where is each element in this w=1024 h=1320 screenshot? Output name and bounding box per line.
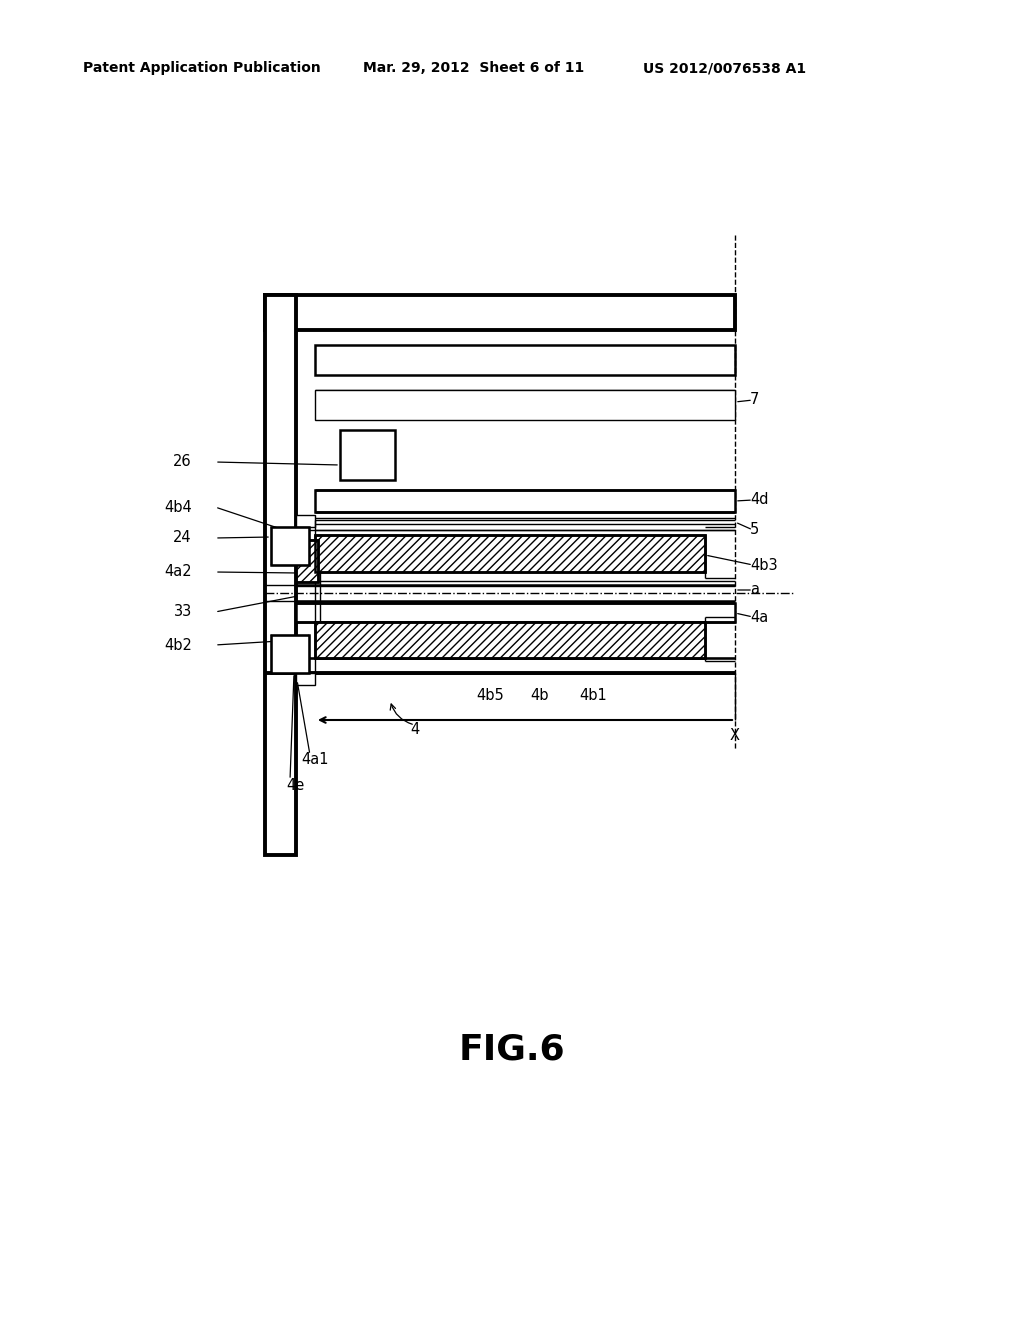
Text: 4d: 4d	[750, 492, 768, 507]
Bar	[296, 540, 318, 582]
Text: 4b3: 4b3	[750, 557, 777, 573]
Bar	[271, 635, 309, 673]
Bar	[315, 535, 705, 572]
Text: a: a	[750, 582, 759, 598]
Bar	[315, 345, 735, 375]
Text: 4a: 4a	[750, 610, 768, 624]
Bar	[296, 540, 318, 582]
Text: 4b2: 4b2	[164, 638, 193, 652]
Bar	[296, 603, 735, 622]
Text: 4b4: 4b4	[164, 499, 193, 515]
Text: 24: 24	[173, 531, 193, 545]
Bar	[315, 389, 735, 420]
Text: 4b: 4b	[530, 689, 549, 704]
Bar	[296, 673, 315, 685]
Text: 4b1: 4b1	[580, 689, 607, 704]
Bar	[265, 294, 735, 330]
Bar	[315, 535, 705, 572]
Text: 5: 5	[750, 523, 759, 537]
Text: 4b5: 4b5	[476, 689, 504, 704]
Text: X: X	[730, 727, 740, 742]
Text: 33: 33	[174, 605, 193, 619]
Text: FIG.6: FIG.6	[459, 1034, 565, 1067]
Text: 7: 7	[750, 392, 760, 408]
Text: 4a1: 4a1	[301, 752, 329, 767]
Text: US 2012/0076538 A1: US 2012/0076538 A1	[643, 61, 806, 75]
Text: 4e: 4e	[286, 777, 304, 792]
Bar	[271, 527, 309, 565]
Bar	[271, 635, 309, 673]
Bar	[315, 622, 705, 657]
Bar	[315, 490, 735, 512]
Bar	[265, 294, 296, 855]
Bar	[340, 430, 395, 480]
Text: 26: 26	[173, 454, 193, 470]
Text: 4: 4	[411, 722, 420, 738]
Text: 4a2: 4a2	[165, 565, 193, 579]
Text: Patent Application Publication: Patent Application Publication	[83, 61, 321, 75]
Text: Mar. 29, 2012  Sheet 6 of 11: Mar. 29, 2012 Sheet 6 of 11	[362, 61, 585, 75]
Bar	[296, 515, 315, 527]
Bar	[271, 527, 309, 565]
Bar	[315, 622, 705, 657]
